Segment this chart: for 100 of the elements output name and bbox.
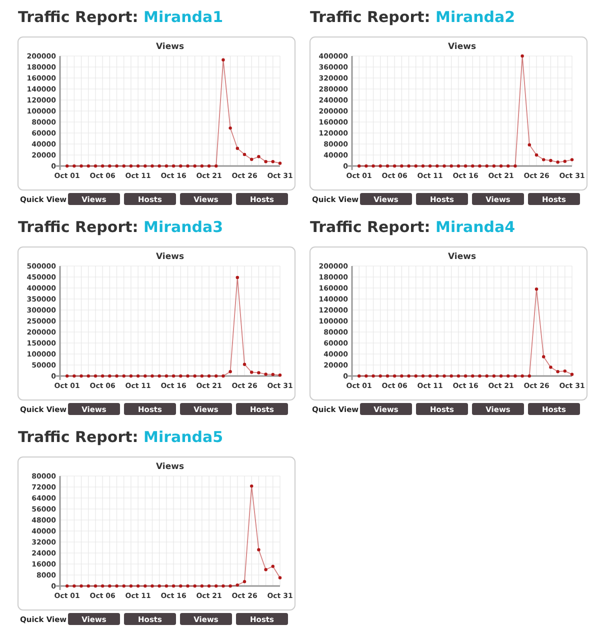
point xyxy=(478,164,482,168)
point xyxy=(372,164,375,168)
point xyxy=(236,583,240,587)
point xyxy=(86,164,90,168)
point xyxy=(392,164,396,168)
point xyxy=(129,374,133,378)
point xyxy=(200,164,204,168)
point xyxy=(357,374,361,378)
point xyxy=(357,164,361,168)
point xyxy=(186,164,190,168)
point xyxy=(179,374,182,378)
point xyxy=(364,164,368,168)
point xyxy=(478,374,482,378)
point xyxy=(164,374,168,378)
point xyxy=(136,584,140,588)
point xyxy=(136,374,140,378)
point xyxy=(200,584,204,588)
point xyxy=(72,374,76,378)
point xyxy=(378,164,382,168)
point xyxy=(80,164,83,168)
point xyxy=(150,374,154,378)
point xyxy=(65,374,69,378)
point xyxy=(129,164,133,168)
chart-title: Traffic Report: Miranda2 xyxy=(310,8,516,26)
point xyxy=(378,374,382,378)
point xyxy=(464,374,468,378)
point xyxy=(421,164,425,168)
point xyxy=(179,164,182,168)
point xyxy=(236,146,240,150)
point xyxy=(250,370,254,374)
point xyxy=(115,584,118,588)
point xyxy=(372,374,375,378)
point xyxy=(264,160,268,164)
point xyxy=(570,158,574,162)
point xyxy=(100,164,104,168)
point xyxy=(242,152,246,156)
point xyxy=(144,374,147,378)
point xyxy=(271,372,275,376)
point xyxy=(450,164,453,168)
point xyxy=(549,158,552,162)
point xyxy=(214,164,218,168)
point xyxy=(506,374,510,378)
point xyxy=(122,164,126,168)
point xyxy=(150,164,154,168)
point xyxy=(228,584,232,588)
point xyxy=(222,584,225,588)
point xyxy=(442,374,446,378)
point xyxy=(278,576,282,580)
point xyxy=(386,164,390,168)
point xyxy=(136,164,140,168)
chart-title: Traffic Report: Miranda4 xyxy=(310,218,516,236)
point xyxy=(214,584,218,588)
point xyxy=(436,164,439,168)
chart-title: Traffic Report: Miranda5 xyxy=(18,428,224,446)
point xyxy=(428,164,432,168)
point xyxy=(222,58,225,62)
point xyxy=(528,143,532,146)
point xyxy=(407,164,410,168)
point xyxy=(392,374,396,378)
point xyxy=(464,164,468,168)
point xyxy=(264,568,268,572)
point xyxy=(65,164,69,168)
point xyxy=(471,374,474,378)
point xyxy=(556,370,560,374)
point xyxy=(65,584,69,588)
point xyxy=(115,374,118,378)
point xyxy=(193,584,196,588)
point xyxy=(514,374,517,378)
point xyxy=(257,155,260,158)
point xyxy=(520,374,524,378)
point xyxy=(278,162,282,165)
point xyxy=(456,374,460,378)
point xyxy=(556,160,560,164)
point xyxy=(200,374,204,378)
chart-subtitle: Views xyxy=(156,42,184,52)
point xyxy=(150,584,154,588)
point xyxy=(257,371,260,374)
point xyxy=(499,374,503,378)
point xyxy=(207,374,211,378)
point xyxy=(250,158,254,161)
point xyxy=(386,374,390,378)
point xyxy=(193,374,196,378)
point xyxy=(549,366,552,369)
point xyxy=(158,584,161,588)
point xyxy=(499,164,503,168)
chart-subtitle: Views xyxy=(448,42,476,52)
point xyxy=(108,584,112,588)
point xyxy=(228,126,232,130)
point xyxy=(179,584,182,588)
point xyxy=(72,584,76,588)
point xyxy=(72,164,76,168)
point xyxy=(506,164,510,168)
point xyxy=(456,164,460,168)
point xyxy=(542,158,546,162)
point xyxy=(271,160,275,164)
point xyxy=(242,362,246,366)
point xyxy=(471,164,474,168)
point xyxy=(242,580,246,584)
point xyxy=(94,584,98,588)
point xyxy=(164,584,168,588)
